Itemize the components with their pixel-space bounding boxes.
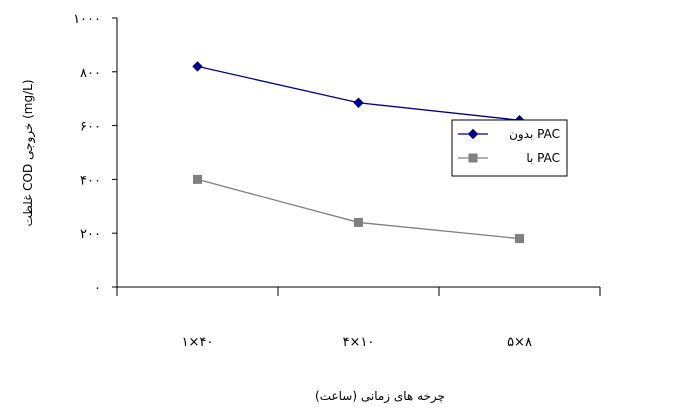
legend: بدون PAC با PAC [451,119,568,177]
y-tick-label: ۱۰۰۰ [73,12,101,27]
legend-marker [468,153,478,163]
y-tick-label: ۲۰۰ [80,227,101,242]
x-tick-label: ۴×۱۰ [343,335,375,350]
data-point [354,217,363,227]
y-tick-label: ۶۰۰ [80,120,101,135]
plot-area [116,18,600,288]
data-point [515,234,524,244]
x-axis-ticks: ۱×۴۰ ۴×۱۰ ۵×۸ [116,287,601,350]
series-layer [192,61,525,244]
legend-label: با PAC [526,151,560,165]
y-tick-label: ۰ [94,281,101,296]
y-tick-label: ۴۰۰ [80,173,101,188]
y-axis-ticks: ۰ ۲۰۰ ۴۰۰ ۶۰۰ ۸۰۰ ۱۰۰۰ [73,12,117,296]
y-axis-title: غلظت COD خروجی (mg/L) [21,79,36,226]
legend-label: بدون PAC [509,127,560,142]
legend-box [451,119,568,177]
x-tick-label: ۵×۸ [507,335,532,350]
x-axis-title: چرخه های زمانی (ساعت) [315,389,445,404]
y-tick-label: ۸۰۰ [80,66,101,81]
series-line-1 [197,65,520,121]
series-line-2 [197,178,520,240]
data-point [193,174,202,184]
data-point [192,61,203,72]
legend-marker [467,128,479,140]
data-point [353,97,364,108]
legend-items: بدون PAC با PAC [458,127,560,165]
x-tick-label: ۱×۴۰ [182,335,214,350]
